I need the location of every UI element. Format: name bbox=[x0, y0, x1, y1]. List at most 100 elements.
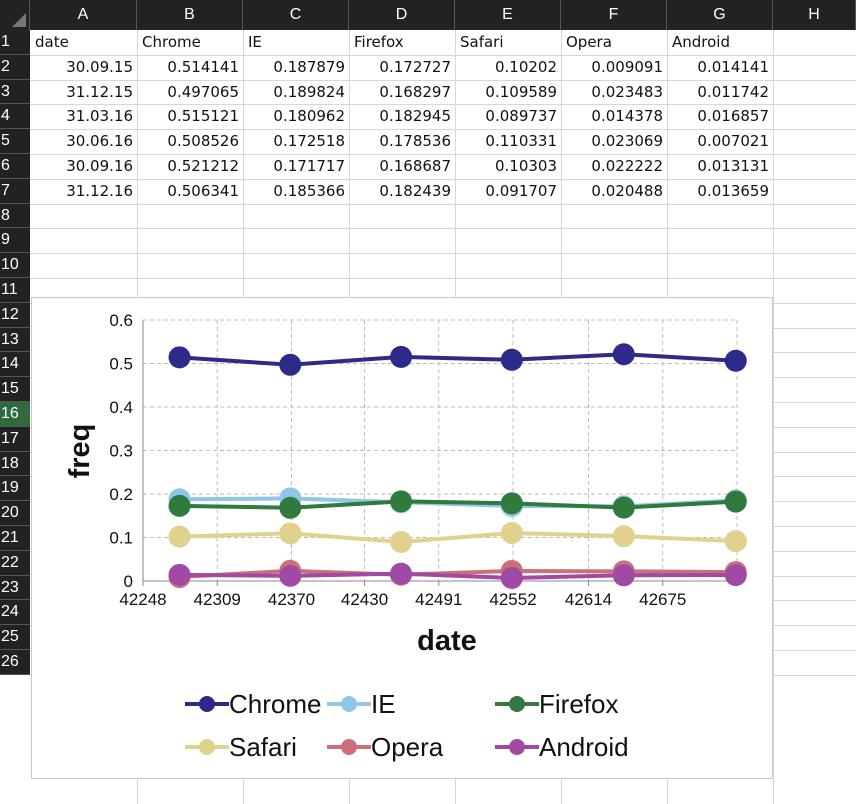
cell-f1[interactable]: Opera bbox=[566, 33, 612, 51]
cell-c2[interactable]: 0.187879 bbox=[273, 57, 345, 76]
row-header-10[interactable]: 10 bbox=[0, 253, 30, 278]
cell-b3[interactable]: 0.497065 bbox=[167, 82, 239, 101]
row-header-7[interactable]: 7 bbox=[0, 178, 30, 204]
legend-marker-android bbox=[495, 739, 539, 755]
row-gridline bbox=[30, 228, 856, 229]
row-header-11[interactable]: 11 bbox=[0, 278, 30, 303]
row-header-18[interactable]: 18 bbox=[0, 451, 30, 477]
cell-g5[interactable]: 0.007021 bbox=[697, 132, 769, 151]
cell-a2[interactable]: 30.09.15 bbox=[66, 57, 133, 76]
chart-point-safari bbox=[500, 522, 523, 545]
chart-point-chrome bbox=[500, 348, 523, 371]
row-header-21[interactable]: 21 bbox=[0, 526, 30, 551]
chart-point-firefox bbox=[168, 494, 191, 517]
cell-d2[interactable]: 0.172727 bbox=[379, 57, 451, 76]
row-header-1[interactable]: 1 bbox=[0, 30, 30, 55]
column-header-d[interactable]: D bbox=[349, 0, 455, 30]
cell-b1[interactable]: Chrome bbox=[142, 33, 201, 51]
cell-c7[interactable]: 0.185366 bbox=[273, 181, 345, 200]
cell-f5[interactable]: 0.023069 bbox=[591, 132, 663, 151]
cell-e2[interactable]: 0.10202 bbox=[494, 57, 557, 76]
select-all-corner[interactable] bbox=[0, 0, 30, 30]
column-header-e[interactable]: E bbox=[455, 0, 561, 30]
column-header-a[interactable]: A bbox=[30, 0, 137, 30]
cell-g7[interactable]: 0.013659 bbox=[697, 181, 769, 200]
cell-e7[interactable]: 0.091707 bbox=[485, 181, 557, 200]
cell-c3[interactable]: 0.189824 bbox=[273, 82, 345, 101]
chart-point-chrome bbox=[168, 346, 191, 369]
cell-a6[interactable]: 30.09.16 bbox=[66, 157, 133, 175]
cell-d7[interactable]: 0.182439 bbox=[379, 181, 451, 200]
row-header-13[interactable]: 13 bbox=[0, 327, 30, 353]
cell-e5[interactable]: 0.110331 bbox=[485, 132, 557, 151]
cell-c6[interactable]: 0.171717 bbox=[273, 157, 345, 175]
chart-x-tick-label: 42370 bbox=[268, 590, 315, 609]
column-header-g[interactable]: G bbox=[667, 0, 773, 30]
row-gridline bbox=[30, 179, 856, 180]
column-header-f[interactable]: F bbox=[561, 0, 667, 30]
cell-g1[interactable]: Android bbox=[672, 33, 730, 51]
cell-f3[interactable]: 0.023483 bbox=[591, 82, 663, 101]
row-header-4[interactable]: 4 bbox=[0, 104, 30, 130]
cell-e1[interactable]: Safari bbox=[460, 33, 504, 51]
cell-b6[interactable]: 0.521212 bbox=[167, 157, 239, 175]
cell-f6[interactable]: 0.022222 bbox=[591, 157, 663, 175]
row-header-15[interactable]: 15 bbox=[0, 377, 30, 402]
cell-e4[interactable]: 0.089737 bbox=[485, 107, 557, 126]
row-header-12[interactable]: 12 bbox=[0, 302, 30, 328]
row-header-2[interactable]: 2 bbox=[0, 54, 30, 80]
cell-b2[interactable]: 0.514141 bbox=[167, 57, 239, 76]
row-header-3[interactable]: 3 bbox=[0, 79, 30, 105]
cell-e6[interactable]: 0.10303 bbox=[494, 157, 557, 175]
chart-y-tick-label: 0.4 bbox=[109, 398, 133, 417]
chart-series-line-android bbox=[179, 571, 736, 580]
row-header-25[interactable]: 25 bbox=[0, 625, 30, 650]
cell-g3[interactable]: 0.011742 bbox=[697, 82, 769, 101]
cell-d4[interactable]: 0.182945 bbox=[379, 107, 451, 126]
cell-e3[interactable]: 0.109589 bbox=[485, 82, 557, 101]
row-header-22[interactable]: 22 bbox=[0, 550, 30, 576]
cell-f2[interactable]: 0.009091 bbox=[591, 57, 663, 76]
cell-b4[interactable]: 0.515121 bbox=[167, 107, 239, 126]
row-header-20[interactable]: 20 bbox=[0, 501, 30, 526]
cell-d1[interactable]: Firefox bbox=[354, 33, 404, 51]
chart-x-tick-label: 42614 bbox=[565, 590, 612, 609]
row-header-5[interactable]: 5 bbox=[0, 129, 30, 154]
row-header-24[interactable]: 24 bbox=[0, 600, 30, 626]
row-header-26[interactable]: 26 bbox=[0, 650, 30, 675]
row-header-23[interactable]: 23 bbox=[0, 575, 30, 601]
cell-g6[interactable]: 0.013131 bbox=[697, 157, 769, 175]
cell-c5[interactable]: 0.172518 bbox=[273, 132, 345, 151]
row-header-19[interactable]: 19 bbox=[0, 476, 30, 502]
cell-b7[interactable]: 0.506341 bbox=[167, 181, 239, 200]
row-header-9[interactable]: 9 bbox=[0, 228, 30, 254]
cell-a7[interactable]: 31.12.16 bbox=[66, 181, 133, 200]
cell-a4[interactable]: 31.03.16 bbox=[66, 107, 133, 126]
row-header-8[interactable]: 8 bbox=[0, 203, 30, 229]
cell-d6[interactable]: 0.168687 bbox=[379, 157, 451, 175]
row-header-14[interactable]: 14 bbox=[0, 352, 30, 378]
chart-point-chrome bbox=[612, 343, 635, 366]
cell-b5[interactable]: 0.508526 bbox=[167, 132, 239, 151]
cell-d3[interactable]: 0.168297 bbox=[379, 82, 451, 101]
cell-g4[interactable]: 0.016857 bbox=[697, 107, 769, 126]
cell-c1[interactable]: IE bbox=[248, 33, 262, 51]
chart-series-line-chrome bbox=[179, 352, 736, 367]
chart[interactable]: 0 0.1 0.2 0.3 0.4 0.5 0.6 42248 42309 42370 42430 4… bbox=[31, 297, 773, 779]
row-header-16[interactable]: 16 bbox=[0, 402, 30, 427]
column-header-c[interactable]: C bbox=[243, 0, 349, 30]
row-header-17[interactable]: 17 bbox=[0, 426, 30, 452]
cell-c4[interactable]: 0.180962 bbox=[273, 107, 345, 126]
cell-f7[interactable]: 0.020488 bbox=[591, 181, 663, 200]
row-header-6[interactable]: 6 bbox=[0, 154, 30, 179]
cell-g2[interactable]: 0.014141 bbox=[697, 57, 769, 76]
column-header-h[interactable]: H bbox=[773, 0, 856, 30]
column-header-b[interactable]: B bbox=[137, 0, 243, 30]
legend-marker-opera bbox=[327, 739, 371, 755]
cell-f4[interactable]: 0.014378 bbox=[591, 107, 663, 126]
chart-point-android bbox=[390, 562, 413, 585]
cell-a5[interactable]: 30.06.16 bbox=[66, 132, 133, 151]
cell-a1[interactable]: date bbox=[35, 33, 69, 51]
cell-d5[interactable]: 0.178536 bbox=[379, 132, 451, 151]
cell-a3[interactable]: 31.12.15 bbox=[66, 82, 133, 101]
